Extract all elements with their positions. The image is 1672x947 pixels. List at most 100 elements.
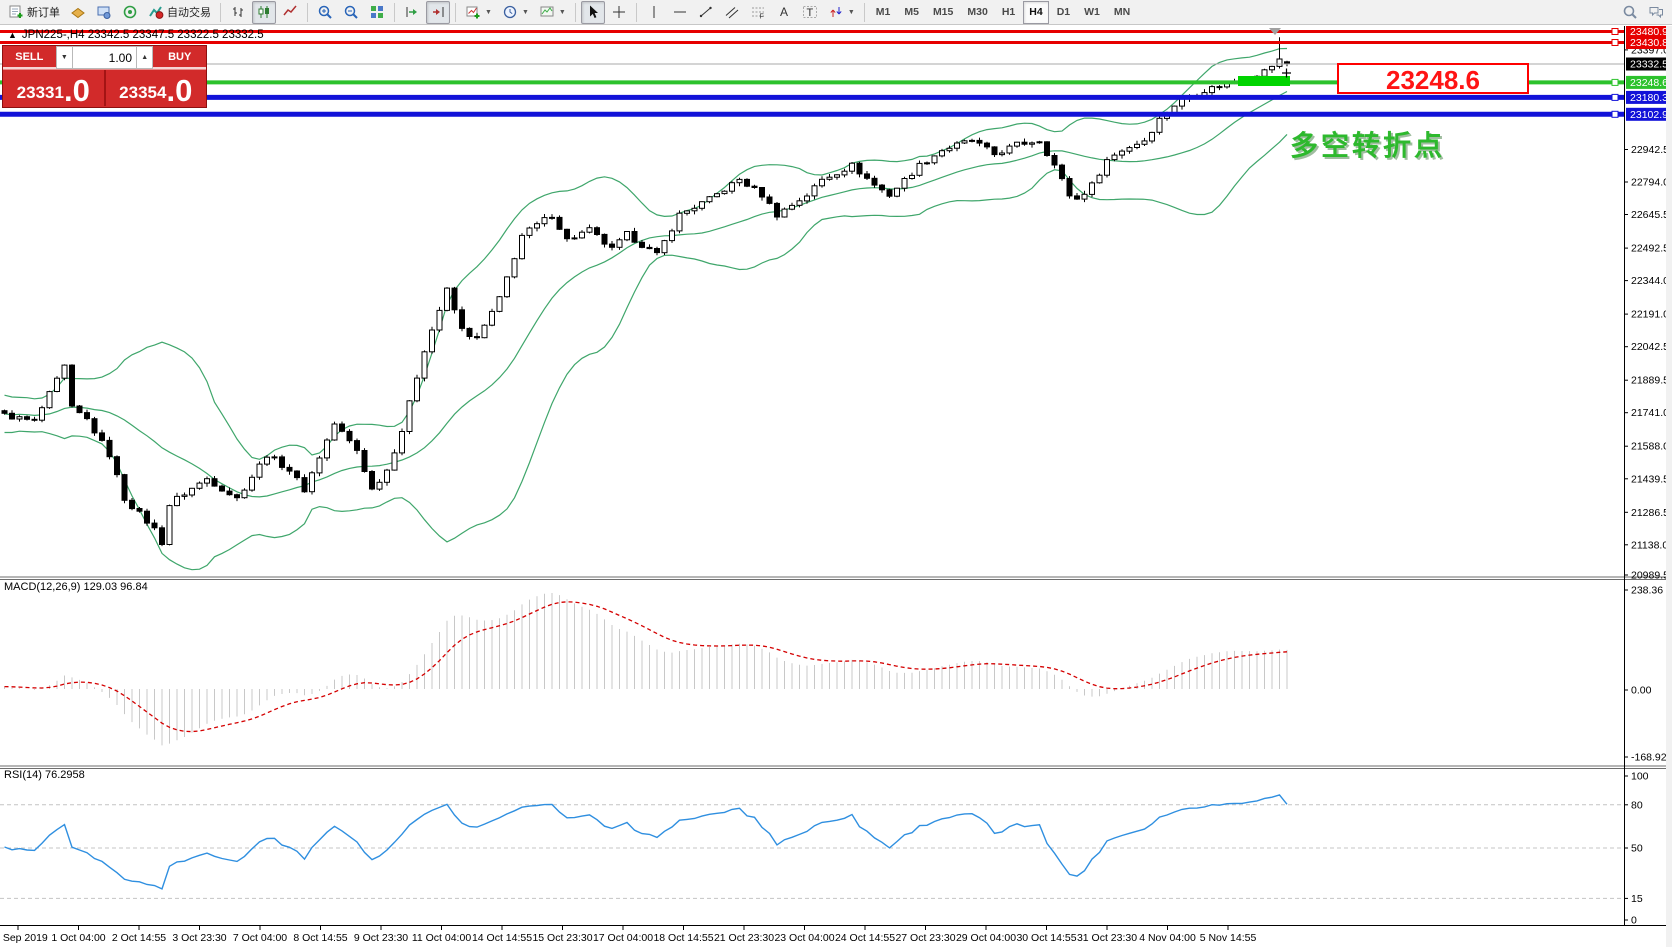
chat-icon xyxy=(1649,7,1663,19)
svg-text:-168.92: -168.92 xyxy=(1631,752,1667,764)
support-line-2[interactable] xyxy=(0,110,1624,118)
svg-text:24 Oct 14:55: 24 Oct 14:55 xyxy=(835,932,895,944)
toolbar-separator xyxy=(635,2,637,22)
autotrade-icon xyxy=(149,6,164,19)
chat-button[interactable] xyxy=(1644,1,1668,24)
highlight-rectangle-object[interactable] xyxy=(1238,76,1290,86)
price-text-object[interactable]: 23248.6 xyxy=(1337,63,1529,95)
bollinger-lower-band xyxy=(4,133,1288,571)
toolbar-separator xyxy=(574,2,576,22)
svg-text:F: F xyxy=(759,14,763,21)
indicators-button[interactable]: ▼ xyxy=(461,1,496,24)
periods-button[interactable]: ▼ xyxy=(498,1,533,24)
chart-shift-marker-icon[interactable] xyxy=(1269,28,1281,35)
bars-icon xyxy=(233,7,243,17)
timeframe-mn-button[interactable]: MN xyxy=(1113,6,1131,18)
toolbar-separator xyxy=(455,2,456,22)
svg-text:23332.5: 23332.5 xyxy=(1630,59,1668,71)
templates-button[interactable]: ▼ xyxy=(535,1,570,24)
volume-input[interactable] xyxy=(73,46,136,69)
new-order-button[interactable]: 新订单 xyxy=(4,1,64,24)
bar-chart-button[interactable] xyxy=(226,1,250,24)
macd-label: MACD(12,26,9) 129.03 96.84 xyxy=(4,581,148,593)
svg-text:22344.0: 22344.0 xyxy=(1631,275,1669,287)
line-chart-button[interactable] xyxy=(278,1,302,24)
hline-icon xyxy=(673,11,686,13)
svg-text:27 Oct 23:30: 27 Oct 23:30 xyxy=(895,932,955,944)
channel-button[interactable] xyxy=(720,1,744,24)
support-line-1[interactable] xyxy=(0,93,1624,101)
fibo-button[interactable]: F xyxy=(746,1,770,24)
terminal-button[interactable] xyxy=(118,1,142,24)
chart-expand-icon[interactable]: ▲ xyxy=(8,30,17,40)
timeframe-h4-button[interactable]: H4 xyxy=(1023,0,1049,24)
svg-text:15 Oct 23:30: 15 Oct 23:30 xyxy=(532,932,592,944)
one-click-trading-panel: SELL ▼ ▲ BUY 23331.0 23354.0 xyxy=(2,45,207,108)
svg-text:23430.8: 23430.8 xyxy=(1630,37,1668,49)
chart-title-text: JPN225-,H4 23342.5 23347.5 23322.5 23332… xyxy=(21,29,264,41)
toolbar-separator xyxy=(394,2,395,22)
sell-button[interactable]: SELL xyxy=(3,46,56,69)
svg-text:21889.5: 21889.5 xyxy=(1631,375,1669,387)
resistance-line-2[interactable] xyxy=(0,39,1624,46)
trendline-button[interactable] xyxy=(694,1,718,24)
arrows-icon xyxy=(830,7,842,17)
cursor-button[interactable] xyxy=(580,0,605,24)
clock-icon xyxy=(503,5,517,19)
svg-text:23480.9: 23480.9 xyxy=(1630,26,1668,38)
svg-text:8 Oct 14:55: 8 Oct 14:55 xyxy=(293,932,347,944)
chart-area[interactable]: 23397.0 22942.5 22794.0 22645.5 22492.5 22344… xyxy=(0,25,1672,947)
svg-text:21588.0: 21588.0 xyxy=(1631,441,1669,453)
svg-text:31 Oct 23:30: 31 Oct 23:30 xyxy=(1077,932,1137,944)
timeframe-m1-button[interactable]: M1 xyxy=(875,6,891,18)
buy-button[interactable]: BUY xyxy=(153,46,206,69)
chart-shift-button[interactable] xyxy=(426,0,450,24)
chevron-down-icon: ▼ xyxy=(558,8,566,16)
zoom-out-button[interactable] xyxy=(339,1,363,24)
volume-decrease-button[interactable]: ▼ xyxy=(55,46,73,69)
zoom-out-icon xyxy=(344,5,358,19)
resistance-line-1[interactable] xyxy=(0,28,1624,35)
auto-scroll-button[interactable] xyxy=(400,1,424,24)
chart-ohlc-title: ▲ JPN225-,H4 23342.5 23347.5 23322.5 2333… xyxy=(8,29,264,41)
svg-text:30 Oct 14:55: 30 Oct 14:55 xyxy=(1016,932,1076,944)
autotrade-button[interactable]: 自动交易 xyxy=(144,1,215,24)
timeframe-m5-button[interactable]: M5 xyxy=(904,6,919,18)
annotation-text[interactable]: 多空转折点 xyxy=(1290,130,1446,161)
macd-values: 129.03 96.84 xyxy=(83,581,148,593)
crosshair-button[interactable] xyxy=(607,1,631,24)
timeframe-d1-button[interactable]: D1 xyxy=(1056,6,1071,18)
text-button[interactable]: A xyxy=(772,1,796,24)
navigator-button[interactable] xyxy=(92,1,116,24)
svg-text:23180.3: 23180.3 xyxy=(1630,92,1668,104)
sell-price[interactable]: 23331.0 xyxy=(3,70,104,106)
svg-text:9 Oct 23:30: 9 Oct 23:30 xyxy=(354,932,408,944)
zoom-in-button[interactable] xyxy=(313,1,337,24)
hline-button[interactable] xyxy=(668,1,692,24)
fibo-icon: F xyxy=(751,7,764,21)
label-t-icon: T xyxy=(802,6,817,19)
vline-button[interactable] xyxy=(642,1,666,24)
tile-windows-button[interactable] xyxy=(365,1,389,24)
toolbar-separator xyxy=(863,2,865,22)
candle-chart-button[interactable] xyxy=(252,0,276,24)
svg-text:15: 15 xyxy=(1631,893,1643,905)
search-button[interactable] xyxy=(1618,1,1642,24)
svg-text:18 Oct 14:55: 18 Oct 14:55 xyxy=(653,932,713,944)
buy-price[interactable]: 23354.0 xyxy=(106,70,207,106)
volume-increase-button[interactable]: ▲ xyxy=(136,46,154,69)
svg-text:21 Oct 23:30: 21 Oct 23:30 xyxy=(714,932,774,944)
label-button[interactable]: T xyxy=(798,1,822,24)
arrows-button[interactable]: ▼ xyxy=(824,1,859,24)
market-watch-button[interactable] xyxy=(66,1,90,24)
navigator-icon xyxy=(97,6,111,19)
svg-text:T: T xyxy=(806,7,813,19)
svg-text:50: 50 xyxy=(1631,843,1643,855)
timeframe-m30-button[interactable]: M30 xyxy=(967,6,988,18)
text-a-icon: A xyxy=(780,5,788,19)
toolbar-separator xyxy=(307,2,308,22)
timeframe-w1-button[interactable]: W1 xyxy=(1084,6,1100,18)
candles-icon xyxy=(258,6,269,18)
timeframe-m15-button[interactable]: M15 xyxy=(932,6,954,18)
timeframe-h1-button[interactable]: H1 xyxy=(1001,6,1016,18)
